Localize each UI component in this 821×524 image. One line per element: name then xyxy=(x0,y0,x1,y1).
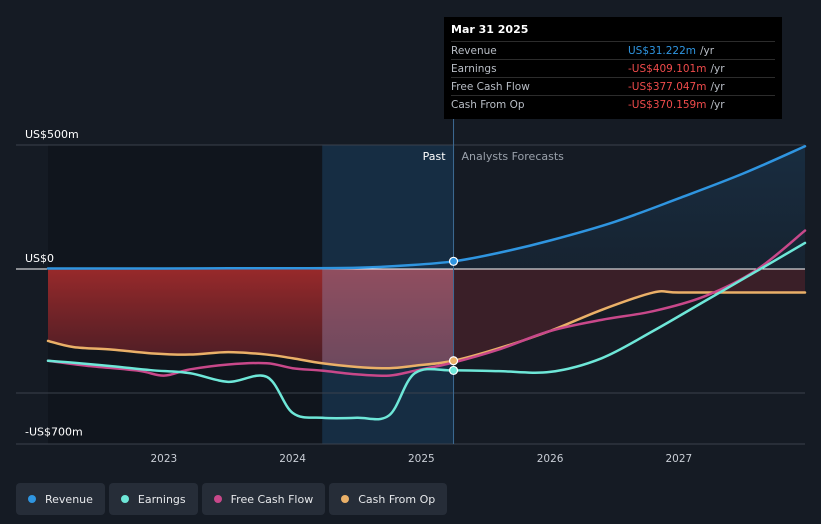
cfo-marker xyxy=(448,356,459,366)
x-axis-tick-label: 2024 xyxy=(279,453,306,465)
earnings-dot-icon xyxy=(120,495,129,503)
tooltip-unit: /yr xyxy=(710,98,725,111)
cash-from-op-dot-icon xyxy=(341,495,350,503)
legend-label: Free Cash Flow xyxy=(230,492,314,506)
tooltip-unit: /yr xyxy=(700,44,715,57)
tooltip-label: Earnings xyxy=(451,62,497,75)
revenue-dot-icon xyxy=(28,495,36,503)
tooltip-value: -US$370.159m xyxy=(628,98,707,111)
tooltip-value: -US$409.101m xyxy=(628,62,707,75)
legend-label: Earnings xyxy=(137,492,186,506)
tooltip-label: Revenue xyxy=(451,44,497,57)
legend-item-free-cash-flow[interactable]: Free Cash Flow xyxy=(201,483,326,515)
tooltip-row-free-cash-flow: Free Cash Flow -US$377.047m /yr xyxy=(451,77,775,95)
y-axis-label: US$0 xyxy=(25,252,54,265)
legend-label: Cash From Op xyxy=(358,492,436,506)
tooltip-label: Free Cash Flow xyxy=(451,80,530,93)
y-axis-label: US$500m xyxy=(25,128,79,141)
earnings-marker xyxy=(448,365,459,376)
x-axis-tick-label: 2027 xyxy=(665,453,692,465)
revenue-line xyxy=(46,144,807,270)
tooltip-date: Mar 31 2025 xyxy=(451,23,529,36)
tooltip-row-earnings: Earnings -US$409.101m /yr xyxy=(451,59,775,77)
x-axis-tick-label: 2026 xyxy=(537,453,564,465)
free-cash-flow-dot-icon xyxy=(213,495,222,503)
legend-item-earnings[interactable]: Earnings xyxy=(108,483,198,515)
negative-area-band xyxy=(322,269,454,369)
tooltip-unit: /yr xyxy=(710,80,725,93)
tooltip-value: US$31.222m xyxy=(628,44,696,57)
tooltip-label: Cash From Op xyxy=(451,98,525,111)
x-axis-tick-label: 2025 xyxy=(408,453,435,465)
legend: Revenue Earnings Free Cash Flow Cash Fro… xyxy=(16,483,448,515)
tooltip: Mar 31 2025 Revenue US$31.222m /yr Earni… xyxy=(444,17,782,119)
tooltip-value: -US$377.047m xyxy=(628,80,707,93)
fcf-line xyxy=(46,229,807,378)
forecast-label: Analysts Forecasts xyxy=(462,150,565,163)
tooltip-unit: /yr xyxy=(710,62,725,75)
y-axis-label: -US$700m xyxy=(25,426,83,439)
earnings-line xyxy=(46,241,807,421)
x-axis-tick-label: 2023 xyxy=(151,453,178,465)
tooltip-row-revenue: Revenue US$31.222m /yr xyxy=(451,41,775,59)
legend-label: Revenue xyxy=(45,492,93,506)
tooltip-row-cash-from-op: Cash From Op -US$370.159m /yr xyxy=(451,95,775,113)
legend-item-revenue[interactable]: Revenue xyxy=(16,483,105,515)
revenue-area xyxy=(48,146,805,269)
cfo-line xyxy=(46,290,807,370)
legend-item-cash-from-op[interactable]: Cash From Op xyxy=(329,483,448,515)
revenue-marker xyxy=(448,256,459,266)
past-label: Past xyxy=(423,150,447,163)
